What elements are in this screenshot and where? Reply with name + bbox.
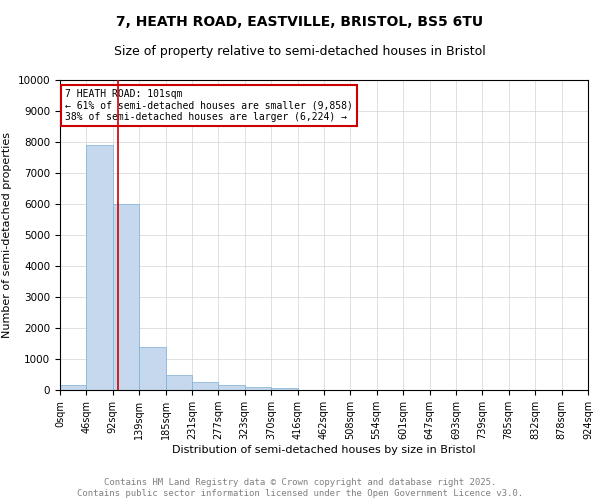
Text: 7 HEATH ROAD: 101sqm
← 61% of semi-detached houses are smaller (9,858)
38% of se: 7 HEATH ROAD: 101sqm ← 61% of semi-detac… bbox=[65, 90, 353, 122]
Bar bbox=[60, 386, 86, 390]
Text: Size of property relative to semi-detached houses in Bristol: Size of property relative to semi-detach… bbox=[114, 45, 486, 58]
Bar bbox=[113, 204, 139, 390]
Text: Contains HM Land Registry data © Crown copyright and database right 2025.
Contai: Contains HM Land Registry data © Crown c… bbox=[77, 478, 523, 498]
Bar bbox=[166, 374, 192, 390]
X-axis label: Distribution of semi-detached houses by size in Bristol: Distribution of semi-detached houses by … bbox=[172, 445, 476, 455]
Bar bbox=[139, 346, 166, 390]
Text: 7, HEATH ROAD, EASTVILLE, BRISTOL, BS5 6TU: 7, HEATH ROAD, EASTVILLE, BRISTOL, BS5 6… bbox=[116, 15, 484, 29]
Bar bbox=[218, 386, 245, 390]
Bar bbox=[192, 382, 218, 390]
Bar bbox=[86, 145, 113, 390]
Bar bbox=[271, 388, 298, 390]
Y-axis label: Number of semi-detached properties: Number of semi-detached properties bbox=[2, 132, 12, 338]
Bar bbox=[245, 387, 271, 390]
